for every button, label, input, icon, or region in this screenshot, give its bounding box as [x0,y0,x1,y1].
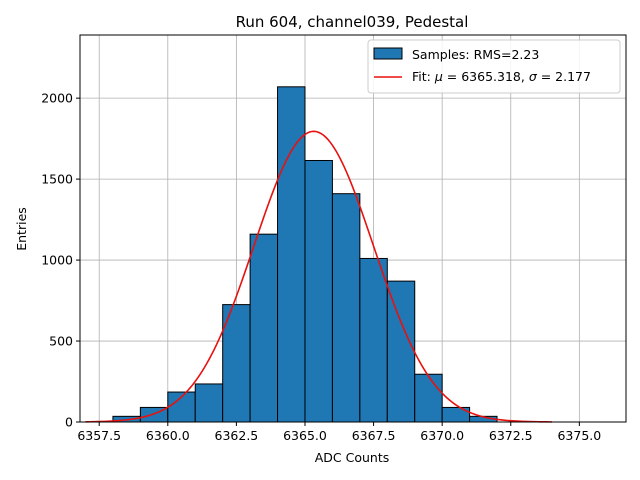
x-tick-label: 6365.0 [283,428,327,443]
legend-fit-mu-value: = 6365.318, [443,69,529,84]
chart-title: Run 604, channel039, Pedestal [236,13,469,31]
x-tick-label: 6360.0 [146,428,190,443]
legend-histogram-label: Samples: RMS=2.23 [412,47,539,62]
histogram-bar [359,257,388,423]
y-axis-label: Entries [14,207,29,251]
y-tick-label: 500 [49,334,73,349]
legend-fit-mu-symbol: μ [434,69,443,84]
histogram-bar [414,373,443,423]
histogram-bar [249,233,279,423]
gaussian-fit-curve [85,130,552,423]
y-axis-ticks: 0 500 1000 1500 2000 [41,91,80,430]
y-tick-label: 1500 [41,172,73,187]
legend-fit-prefix: Fit: [412,69,435,84]
x-axis-ticks: 6357.5 6360.0 6362.5 6365.0 6367.5 6370.0 6372… [77,422,601,443]
legend-fit-label: Fit: μ = 6365.318, σ = 2.177 [412,69,591,84]
histogram-bar [304,159,333,423]
x-tick-label: 6375.0 [557,428,601,443]
legend-fit-sigma-symbol: σ [529,69,538,84]
x-tick-label: 6367.5 [352,428,396,443]
legend: Samples: RMS=2.23 Fit: μ = 6365.318, σ =… [367,39,621,94]
histogram-bar [277,86,306,423]
y-tick-label: 1000 [41,253,73,268]
plot-frame [79,34,627,423]
x-axis-label: ADC Counts [315,450,390,465]
legend-fit-sigma-value: = 2.177 [537,69,591,84]
histogram-bar [386,280,416,423]
y-tick-label: 2000 [41,91,73,106]
x-tick-label: 6357.5 [77,428,121,443]
legend-histogram-swatch [373,47,403,60]
x-tick-label: 6362.5 [215,428,259,443]
histogram-bar [331,193,361,423]
x-tick-label: 6372.5 [489,428,533,443]
legend-box [367,39,621,94]
y-tick-label: 0 [65,415,73,430]
x-tick-label: 6370.0 [420,428,464,443]
histogram-bar [194,383,224,423]
histogram-bars [112,86,498,423]
